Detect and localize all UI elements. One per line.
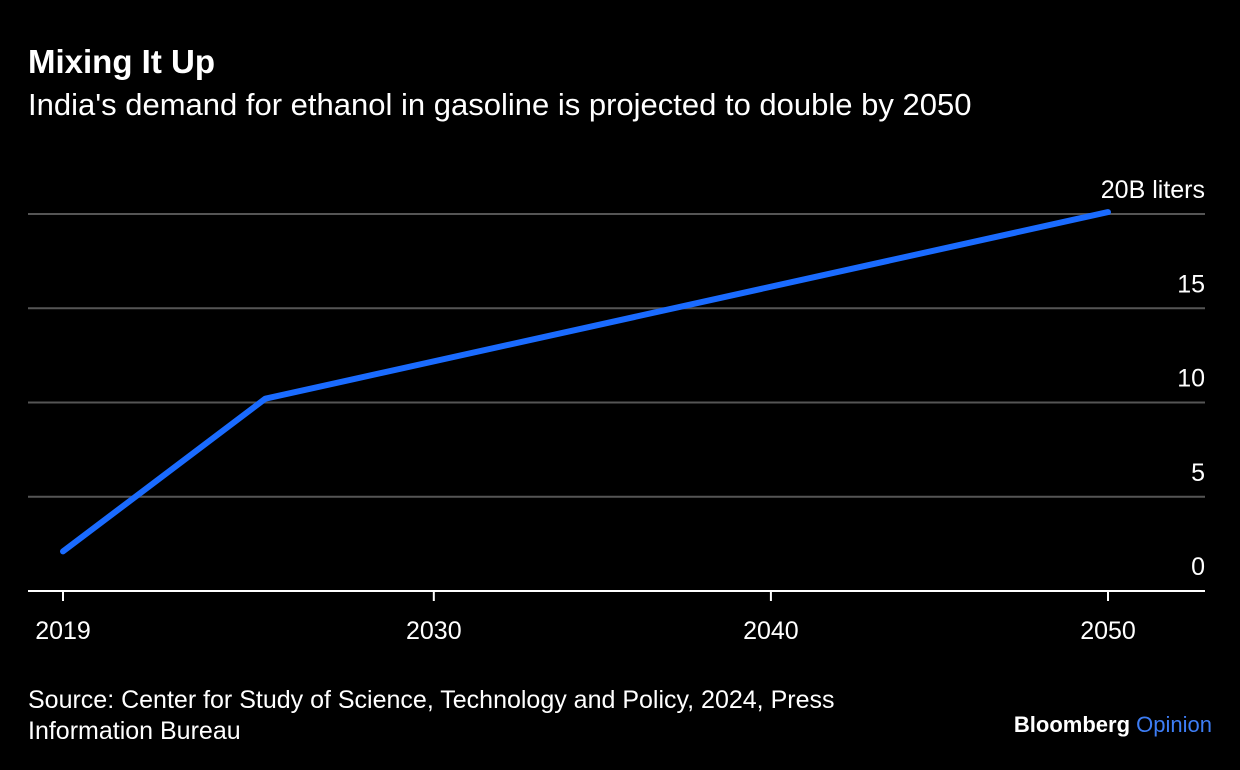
y-tick-label-10: 10 xyxy=(1177,365,1205,393)
source-note: Source: Center for Study of Science, Tec… xyxy=(28,686,835,745)
x-tick-label-2019: 2019 xyxy=(35,617,91,645)
chart-title: Mixing It Up xyxy=(28,43,215,80)
series-lines xyxy=(60,209,1111,555)
x-tick-label-2050: 2050 xyxy=(1080,617,1136,645)
x-tick-label-2030: 2030 xyxy=(406,617,462,645)
x-tick-label-2040: 2040 xyxy=(743,617,799,645)
y-tick-label-5: 5 xyxy=(1191,459,1205,487)
y-tick-label-0: 0 xyxy=(1191,553,1205,581)
grid-lines xyxy=(28,213,1205,498)
brand-logo: Bloomberg Opinion xyxy=(1014,711,1212,739)
brand-section: Opinion xyxy=(1136,712,1212,737)
x-axis: 2019 2030 2040 2050 xyxy=(28,590,1205,645)
y-tick-label-15: 15 xyxy=(1177,270,1205,298)
series-line-0 xyxy=(60,209,1111,555)
y-tick-labels: 0 5 10 15 20B liters xyxy=(1101,176,1205,581)
chart-subtitle: India's demand for ethanol in gasoline i… xyxy=(28,87,972,122)
brand-name: Bloomberg xyxy=(1013,712,1131,737)
y-tick-label-20: 20B liters xyxy=(1101,176,1205,204)
